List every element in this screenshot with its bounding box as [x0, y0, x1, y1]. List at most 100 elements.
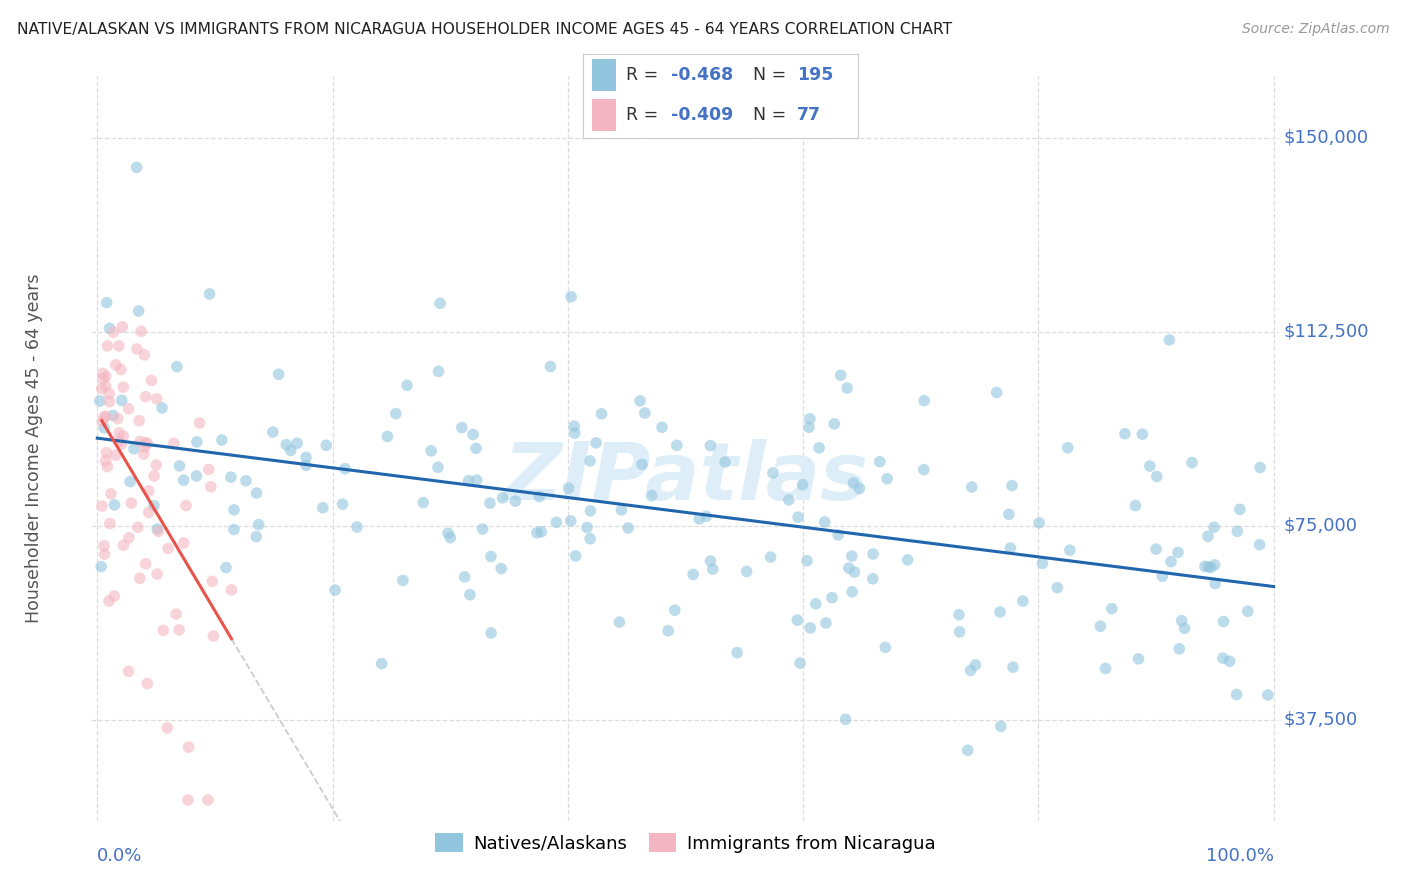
Point: [120, 496, 142, 510]
Point: [1181, 456, 1204, 470]
Point: [200, 480, 222, 494]
Point: [1249, 460, 1271, 475]
Text: NATIVE/ALASKAN VS IMMIGRANTS FROM NICARAGUA HOUSEHOLDER INCOME AGES 45 - 64 YEAR: NATIVE/ALASKAN VS IMMIGRANTS FROM NICARA…: [17, 22, 952, 37]
Point: [529, 490, 551, 504]
Point: [609, 615, 631, 629]
Point: [138, 505, 160, 519]
Point: [127, 520, 149, 534]
Point: [395, 378, 418, 392]
Point: [838, 561, 860, 575]
Point: [1160, 555, 1182, 569]
Point: [1059, 543, 1081, 558]
Point: [96, 445, 118, 459]
Point: [103, 498, 125, 512]
Point: [143, 469, 166, 483]
Point: [538, 359, 561, 374]
Point: [762, 466, 785, 480]
Text: R =: R =: [626, 106, 658, 124]
Point: [1174, 621, 1197, 635]
Point: [1194, 559, 1216, 574]
Point: [276, 438, 298, 452]
Text: N =: N =: [754, 106, 787, 124]
Point: [1000, 541, 1022, 556]
Point: [579, 532, 602, 546]
Point: [197, 462, 219, 476]
Point: [104, 358, 127, 372]
Point: [235, 474, 257, 488]
Point: [222, 503, 245, 517]
Point: [197, 793, 219, 807]
Point: [111, 393, 134, 408]
Point: [108, 434, 131, 449]
Point: [491, 491, 513, 505]
Point: [152, 624, 174, 638]
Point: [128, 304, 150, 318]
Point: [118, 531, 141, 545]
Point: [664, 603, 686, 617]
Point: [876, 472, 898, 486]
Text: Source: ZipAtlas.com: Source: ZipAtlas.com: [1241, 22, 1389, 37]
Point: [465, 473, 488, 487]
Point: [695, 509, 717, 524]
Point: [134, 440, 156, 454]
Point: [1249, 538, 1271, 552]
Point: [1229, 502, 1251, 516]
Point: [145, 458, 167, 472]
Point: [778, 492, 800, 507]
Point: [96, 459, 118, 474]
Point: [89, 394, 111, 409]
Point: [1001, 478, 1024, 492]
Text: R =: R =: [626, 66, 658, 84]
Point: [560, 514, 582, 528]
Point: [412, 495, 434, 509]
Text: Householder Income Ages 45 - 64 years: Householder Income Ages 45 - 64 years: [25, 274, 44, 623]
Point: [804, 597, 827, 611]
Point: [245, 530, 267, 544]
Point: [427, 364, 450, 378]
Text: 0.0%: 0.0%: [97, 847, 142, 864]
Point: [93, 547, 115, 561]
Point: [177, 793, 200, 807]
Point: [103, 325, 125, 339]
Point: [988, 605, 1011, 619]
Point: [315, 438, 337, 452]
Point: [1056, 441, 1078, 455]
Point: [90, 559, 112, 574]
Point: [453, 570, 475, 584]
Point: [631, 458, 654, 472]
Point: [91, 367, 114, 381]
Point: [375, 429, 398, 443]
Point: [219, 470, 242, 484]
Point: [1130, 427, 1153, 442]
Point: [491, 561, 513, 575]
Point: [174, 499, 197, 513]
Point: [107, 411, 129, 425]
Point: [163, 436, 186, 450]
Point: [1226, 524, 1249, 539]
Text: $112,500: $112,500: [1284, 323, 1368, 341]
Point: [797, 420, 820, 434]
Point: [562, 419, 585, 434]
Point: [1139, 458, 1161, 473]
Point: [1199, 560, 1222, 574]
Point: [221, 582, 243, 597]
Point: [346, 520, 368, 534]
Point: [167, 623, 190, 637]
Point: [560, 290, 582, 304]
Point: [134, 348, 156, 362]
Point: [1101, 601, 1123, 615]
Point: [479, 549, 502, 564]
Point: [148, 524, 170, 539]
Point: [1257, 688, 1279, 702]
Point: [136, 676, 159, 690]
Point: [796, 554, 818, 568]
Point: [1212, 651, 1234, 665]
Point: [1168, 641, 1191, 656]
Point: [1146, 469, 1168, 483]
Point: [834, 712, 856, 726]
Point: [699, 554, 721, 568]
Point: [295, 458, 318, 473]
Point: [370, 657, 392, 671]
Point: [145, 392, 167, 406]
Point: [267, 368, 290, 382]
